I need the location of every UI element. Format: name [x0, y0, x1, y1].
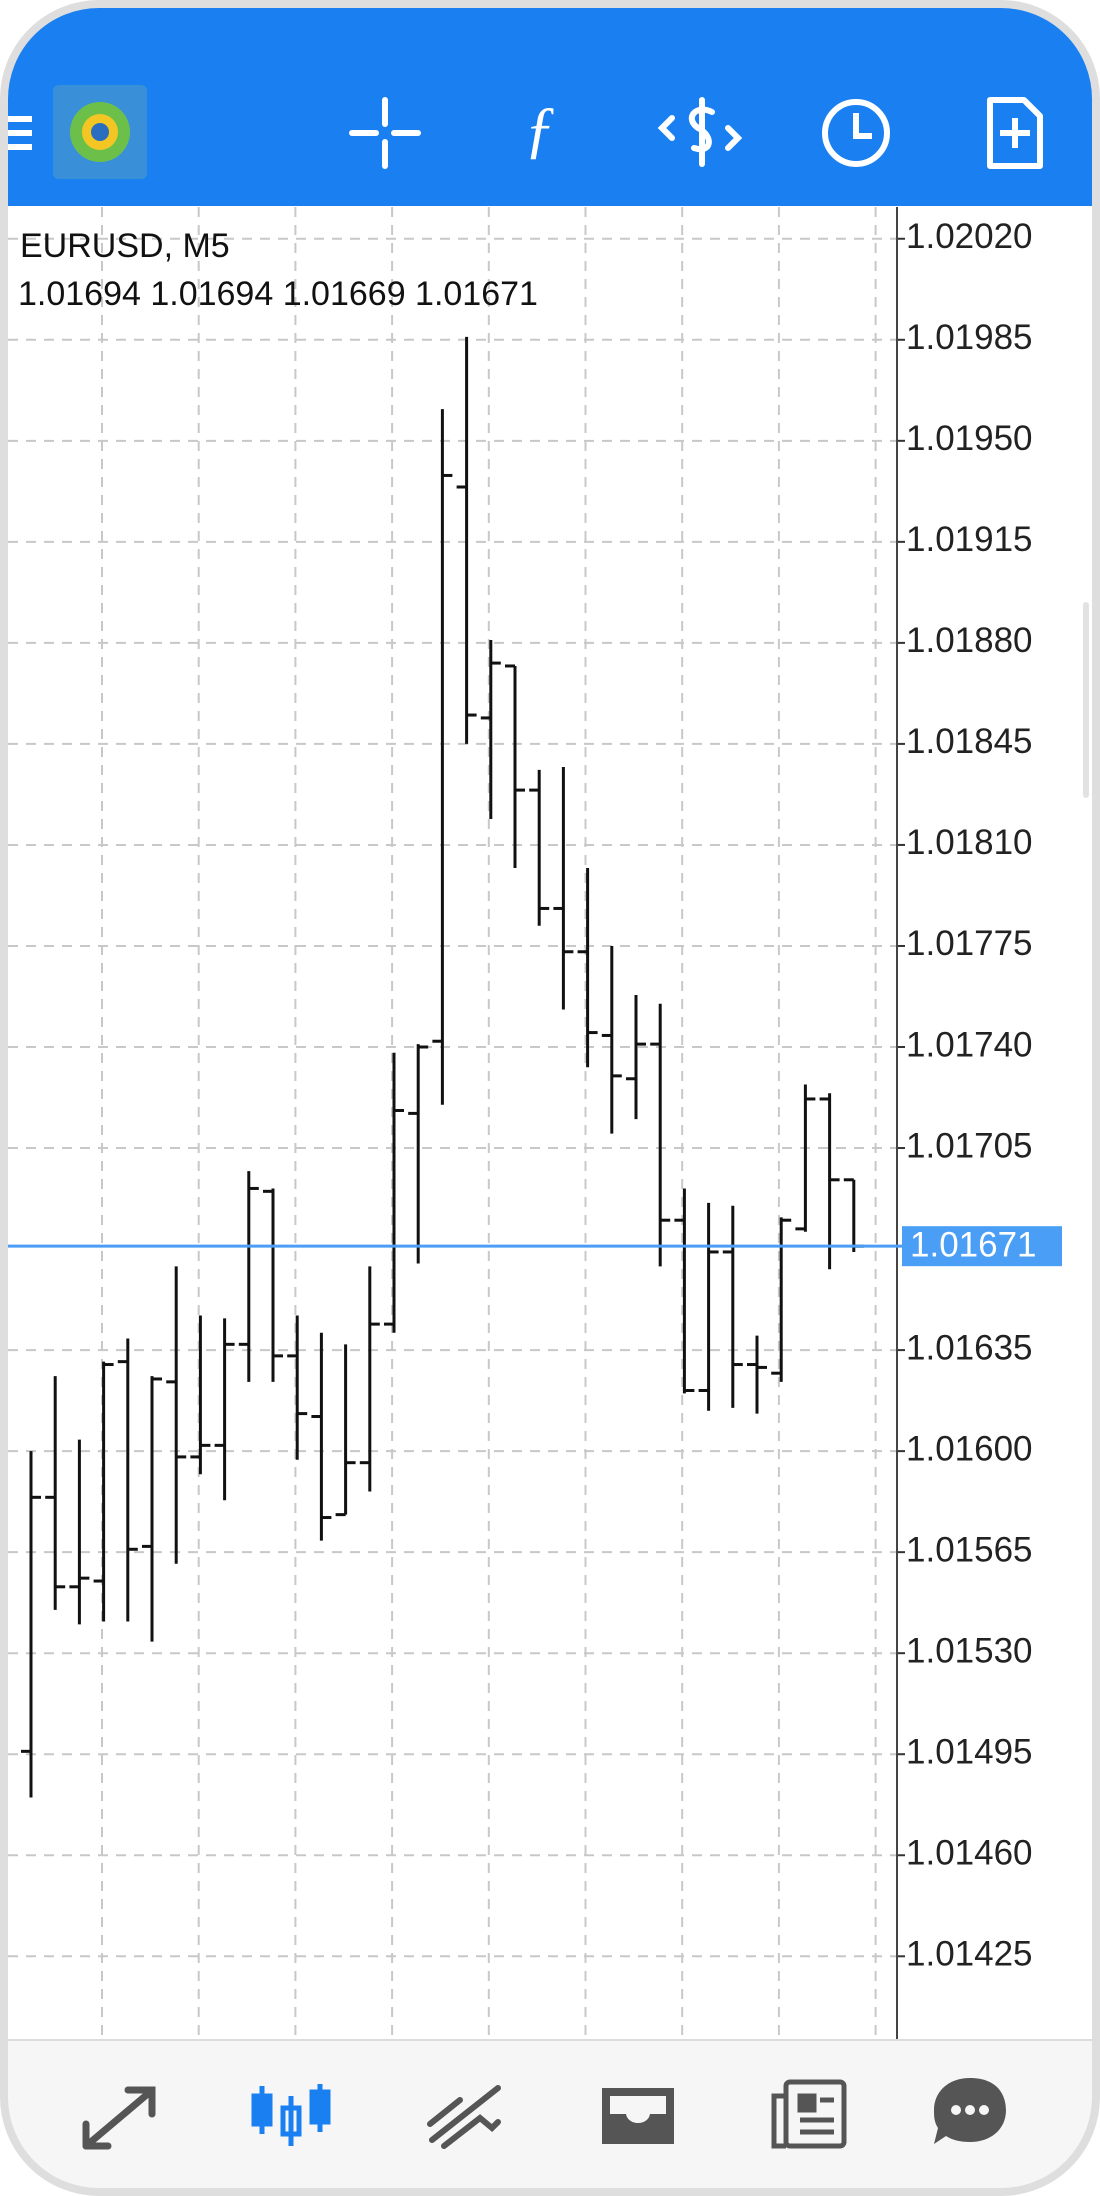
plot: 1.02020 1.01985 1.01950 1.01915 1.01880 1.018… — [4, 207, 1062, 2040]
price-label: 1.01810 — [906, 823, 1033, 862]
current-price-box — [902, 1226, 1062, 1267]
price-label: 1.01635 — [906, 1328, 1033, 1367]
price-label: 1.01425 — [906, 1935, 1033, 1974]
app-icon[interactable] — [53, 85, 147, 179]
price-label: 1.01705 — [906, 1126, 1033, 1165]
price-label: 1.02020 — [906, 217, 1033, 256]
price-label: 1.01845 — [906, 722, 1033, 761]
price-label: 1.01600 — [906, 1429, 1033, 1468]
history-button[interactable] — [822, 99, 890, 167]
price-label: 1.01880 — [906, 621, 1033, 660]
price-label: 1.01495 — [906, 1732, 1033, 1771]
price-label: 1.01775 — [906, 924, 1033, 963]
price-label: 1.01985 — [906, 318, 1033, 357]
price-label: 1.01740 — [906, 1025, 1033, 1064]
scrollbar — [1083, 602, 1089, 798]
trade-button[interactable] — [657, 97, 743, 167]
price-label: 1.01915 — [906, 520, 1033, 559]
bottom-nav — [4, 2040, 1096, 2192]
toolbar — [4, 4, 1096, 206]
menu-button[interactable] — [0, 116, 32, 150]
current-price-label: 1.01671 — [910, 1225, 1037, 1264]
new-order-button[interactable] — [987, 97, 1043, 169]
price-label: 1.01460 — [906, 1834, 1033, 1873]
chart-tab[interactable] — [251, 2084, 331, 2146]
ohlc-label: 1.01694 1.01694 1.01669 1.01671 — [18, 275, 538, 313]
history-tab[interactable] — [602, 2088, 674, 2144]
indicators-button[interactable]: ƒ — [524, 94, 556, 165]
price-label: 1.01565 — [906, 1530, 1033, 1569]
chat-tab[interactable] — [934, 2078, 1006, 2144]
price-label: 1.01950 — [906, 419, 1033, 458]
crosshair-button[interactable] — [349, 97, 421, 169]
svg-text:ƒ: ƒ — [524, 94, 556, 165]
symbol-label: EURUSD, M5 — [20, 227, 230, 265]
price-label: 1.01530 — [906, 1631, 1033, 1670]
news-tab[interactable] — [771, 2079, 847, 2149]
quotes-tab[interactable] — [82, 2086, 156, 2150]
trade-tab[interactable] — [427, 2085, 501, 2149]
